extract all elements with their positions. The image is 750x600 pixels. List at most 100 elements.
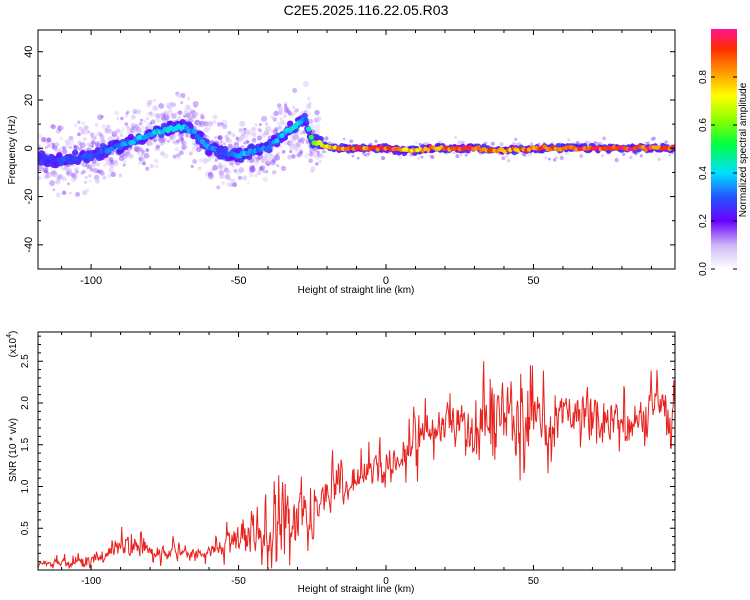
spectrogram-speckle bbox=[295, 141, 302, 148]
spectrogram-speckle bbox=[277, 110, 283, 116]
spectrogram-speckle bbox=[124, 122, 129, 126]
spectrogram-speckle bbox=[90, 144, 94, 148]
snr-y-tick-label: 2.5 bbox=[20, 354, 31, 368]
spectrogram-speckle bbox=[293, 134, 300, 140]
spectrogram-speckle bbox=[174, 146, 180, 152]
spectrogram-speckle bbox=[136, 151, 141, 155]
spectrogram-speckle bbox=[206, 158, 211, 162]
spectrogram-speckle bbox=[324, 136, 329, 141]
spectrogram-speckle bbox=[283, 142, 287, 146]
spectrogram-speckle bbox=[46, 137, 52, 143]
spectrogram-speckle bbox=[256, 170, 262, 176]
spectrogram-speckle bbox=[102, 162, 107, 168]
spectrogram-speckle bbox=[276, 151, 281, 156]
spectrogram-speckle bbox=[229, 183, 234, 188]
spectrogram-speckle bbox=[256, 135, 263, 141]
spectrogram-speckle bbox=[38, 134, 43, 139]
spectrogram-speckle bbox=[254, 174, 258, 178]
spectrogram-speckle bbox=[166, 115, 171, 120]
snr-scale-exponent: 4 bbox=[6, 334, 13, 338]
spectrogram-speckle bbox=[301, 140, 305, 144]
spectrogram-speckle bbox=[136, 109, 142, 115]
spectrogram-speckle bbox=[232, 134, 236, 137]
spectrogram-speckle bbox=[61, 190, 67, 196]
spectrogram-peak bbox=[308, 134, 314, 140]
spectrogram-peak bbox=[191, 128, 198, 134]
spectrogram-speckle bbox=[171, 102, 176, 107]
spectrogram-speckle bbox=[272, 117, 278, 122]
spectrogram-speckle bbox=[127, 150, 131, 154]
spectrogram-speckle bbox=[126, 110, 131, 114]
spectrogram-speckle bbox=[226, 136, 230, 140]
spectrogram-speckle bbox=[166, 104, 173, 110]
spectrogram-speckle bbox=[141, 152, 145, 157]
spectrogram-peak bbox=[306, 126, 312, 132]
spectrogram-speckle bbox=[223, 142, 226, 146]
spectrogram-speckle bbox=[153, 138, 158, 143]
spectrogram-speckle bbox=[196, 146, 202, 153]
spectrogram-speckle bbox=[415, 141, 419, 145]
snr-scale-label: (x104) bbox=[6, 331, 19, 358]
spectrogram-speckle bbox=[302, 81, 309, 88]
spectrogram-speckle bbox=[55, 179, 61, 185]
spectrogram-speckle bbox=[602, 136, 607, 141]
spectrogram-speckle bbox=[124, 114, 129, 118]
snr-y-tick-label: 0.5 bbox=[20, 521, 31, 535]
spectrogram-speckle bbox=[202, 157, 209, 164]
spectrogram-speckle bbox=[261, 115, 268, 122]
spectrogram-speckle bbox=[258, 123, 262, 127]
spectrogram-speckle bbox=[292, 87, 298, 93]
spectrogram-speckle bbox=[342, 137, 346, 141]
spectrogram-x-tick-label: 0 bbox=[383, 275, 389, 287]
spectrogram-speckle bbox=[89, 167, 94, 172]
spectrogram-speckle bbox=[552, 158, 557, 162]
spectrogram-speckle bbox=[92, 135, 97, 141]
spectrogram-speckle bbox=[294, 108, 299, 113]
spectrogram-speckle bbox=[149, 112, 154, 117]
snr-marks bbox=[38, 361, 675, 570]
spectrogram-speckle bbox=[134, 146, 141, 153]
spectrogram-speckle bbox=[328, 141, 332, 145]
spectrogram-speckle bbox=[90, 132, 95, 137]
spectrogram-speckle bbox=[146, 117, 150, 121]
spectrogram-speckle bbox=[84, 180, 87, 184]
spectrogram-speckle bbox=[85, 188, 90, 192]
spectrogram-speckle bbox=[221, 164, 227, 170]
spectrogram-speckle bbox=[186, 96, 191, 101]
spectrogram-speckle bbox=[349, 139, 354, 144]
spectrogram-speckle bbox=[178, 150, 184, 156]
spectrogram-speckle bbox=[93, 174, 100, 181]
spectrogram-speckle bbox=[116, 117, 120, 121]
spectrogram-speckle bbox=[501, 156, 506, 161]
spectrogram-speckle bbox=[226, 182, 231, 187]
spectrogram-speckle bbox=[137, 128, 143, 135]
spectrogram-peak bbox=[476, 145, 481, 150]
spectrogram-speckle bbox=[166, 139, 170, 143]
colorbar-tick-label: 0.2 bbox=[698, 214, 709, 228]
spectrogram-speckle bbox=[277, 122, 281, 126]
spectrogram-speckle bbox=[318, 159, 322, 164]
spectrogram-speckle bbox=[180, 93, 186, 99]
spectrogram-speckle bbox=[459, 154, 463, 157]
spectrogram-speckle bbox=[273, 110, 279, 117]
spectrogram-speckle bbox=[122, 160, 127, 165]
spectrogram-speckle bbox=[100, 171, 105, 177]
spectrogram-speckle bbox=[95, 178, 100, 184]
spectrogram-speckle bbox=[195, 112, 199, 116]
spectrogram-speckle bbox=[308, 101, 312, 105]
spectrogram-speckle bbox=[219, 173, 225, 180]
spectrogram-speckle bbox=[238, 127, 243, 133]
spectrogram-speckle bbox=[264, 126, 271, 133]
spectrogram-speckle bbox=[276, 164, 280, 168]
spectrogram-speckle bbox=[227, 138, 233, 144]
spectrogram-speckle bbox=[367, 152, 371, 156]
spectrogram-speckle bbox=[87, 164, 93, 169]
spectrogram-speckle bbox=[203, 121, 209, 127]
spectrogram-speckle bbox=[254, 123, 258, 127]
colorbar-tick-label: 0.4 bbox=[698, 166, 709, 180]
spectrogram-speckle bbox=[188, 151, 193, 156]
spectrogram-speckle bbox=[106, 124, 111, 129]
spectrogram-speckle bbox=[554, 156, 558, 160]
spectrogram-speckle bbox=[216, 122, 222, 127]
